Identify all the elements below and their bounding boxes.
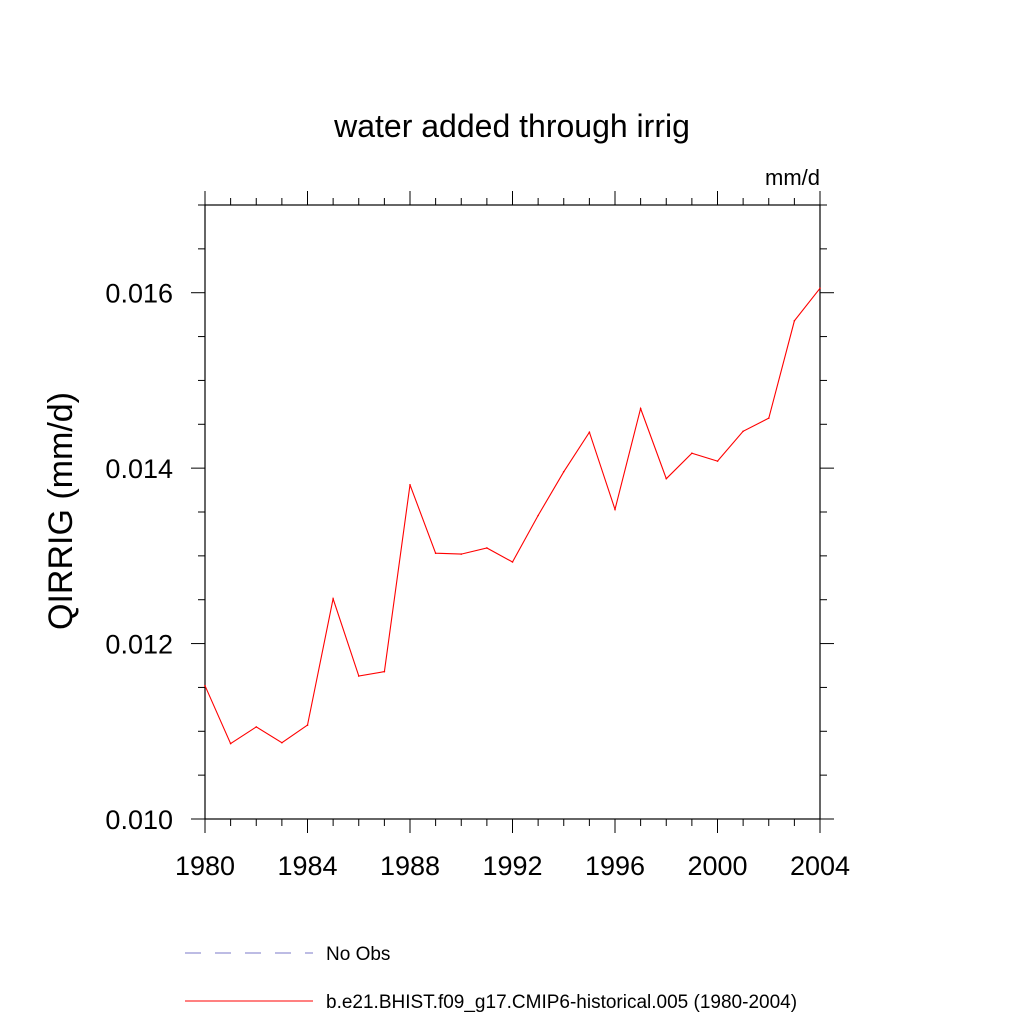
- data-point: [460, 553, 463, 555]
- legend-label: b.e21.BHIST.f09_g17.CMIP6-historical.005…: [326, 992, 797, 1013]
- x-tick-label: 1996: [585, 851, 645, 881]
- data-point: [639, 407, 642, 410]
- data-point: [332, 598, 334, 600]
- y-tick-label: 0.016: [105, 279, 173, 309]
- series-line: [204, 287, 821, 745]
- data-point: [383, 670, 386, 673]
- data-point: [793, 319, 796, 322]
- data-point: [665, 477, 668, 480]
- data-point: [614, 508, 616, 511]
- data-point: [204, 684, 206, 687]
- legend-label: No Obs: [326, 944, 390, 965]
- data-point: [767, 417, 770, 419]
- data-point: [716, 460, 719, 462]
- x-tick-label: 2000: [687, 851, 747, 881]
- data-point: [255, 726, 258, 728]
- y-tick-label: 0.014: [105, 454, 173, 484]
- data-point: [486, 547, 488, 549]
- units-label: mm/d: [765, 165, 820, 190]
- y-tick-label: 0.012: [105, 630, 173, 660]
- plot-frame: [204, 204, 821, 820]
- x-tick-label: 1980: [175, 851, 235, 881]
- x-tick-label: 1988: [380, 851, 440, 881]
- data-point: [588, 431, 591, 433]
- y-tick-label: 0.010: [105, 805, 173, 835]
- data-point: [281, 741, 283, 744]
- x-tick-label: 1992: [482, 851, 542, 881]
- x-tick-label: 2004: [790, 851, 850, 881]
- data-point: [511, 561, 514, 563]
- x-tick-label: 1984: [277, 851, 337, 881]
- data-point: [742, 430, 744, 433]
- data-point: [691, 452, 693, 455]
- data-point: [409, 484, 411, 486]
- chart-title: water added through irrig: [333, 108, 690, 144]
- data-point: [537, 514, 539, 517]
- data-point: [562, 470, 565, 473]
- y-axis-label: QIRRIG (mm/d): [42, 392, 80, 630]
- data-point: [434, 552, 437, 555]
- legend: No Obs b.e21.BHIST.f09_g17.CMIP6-historic…: [185, 944, 797, 1013]
- data-point: [819, 287, 821, 290]
- data-point: [229, 742, 232, 745]
- data-point: [306, 724, 309, 726]
- data-point: [357, 675, 360, 677]
